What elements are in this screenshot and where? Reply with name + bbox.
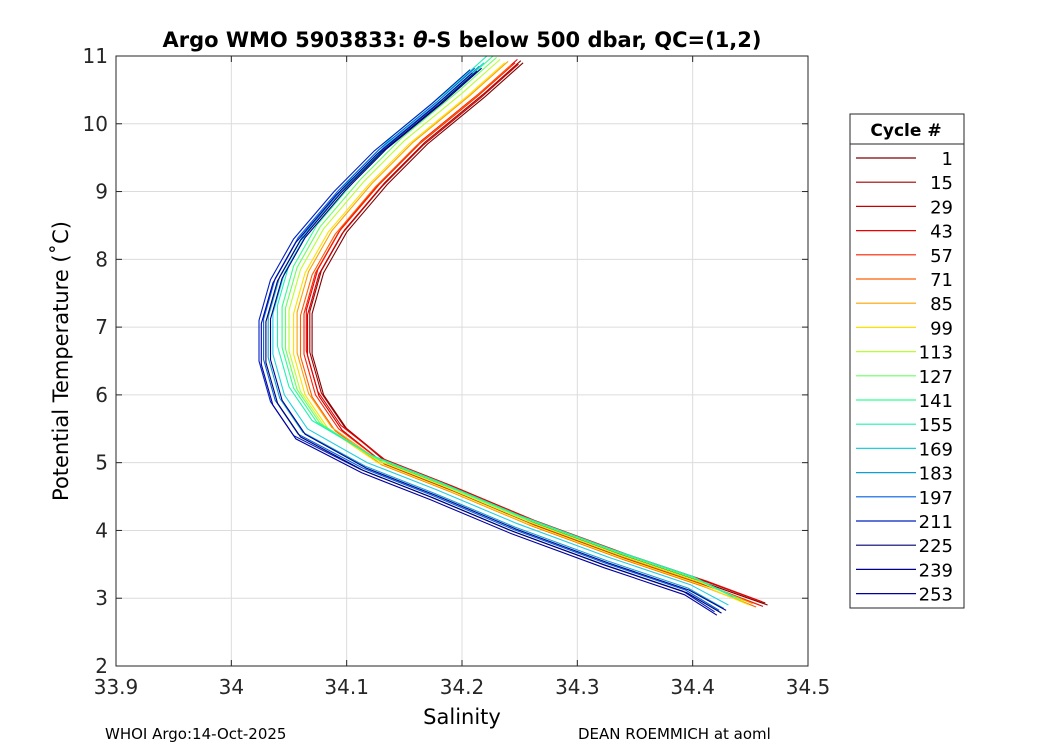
x-tick-label: 34.5: [786, 675, 831, 699]
footer-source: WHOI Argo:14-Oct-2025: [105, 725, 287, 743]
legend-items: 1 15 29 43 57 71 85 99 113 127 141 155 169 183 197 211 2…: [856, 149, 953, 606]
y-tick-label: 2: [95, 654, 108, 678]
y-tick-label: 8: [95, 247, 108, 271]
profile-line-cycle-127: [284, 56, 742, 601]
x-tick-label: 34: [219, 675, 244, 699]
legend-label-99: 99: [930, 318, 953, 339]
legend-label-155: 155: [919, 415, 953, 436]
y-tick-label: 5: [95, 451, 108, 475]
x-tick-label: 33.9: [94, 675, 139, 699]
legend-label-29: 29: [930, 197, 953, 218]
title-theta: θ: [413, 28, 427, 52]
profile-line-cycle-71: [299, 64, 757, 608]
legend-label-43: 43: [930, 222, 953, 243]
profile-lines: [258, 56, 768, 616]
legend-box: [849, 113, 965, 609]
legend-label-71: 71: [930, 270, 953, 291]
legend-label-85: 85: [930, 294, 953, 315]
legend-label-225: 225: [919, 536, 953, 557]
legend-label-211: 211: [919, 512, 953, 533]
legend-label-15: 15: [930, 173, 953, 194]
legend-label-113: 113: [919, 343, 953, 364]
legend-label-239: 239: [919, 560, 953, 581]
legend: Cycle # 1 15 29 43 57 71 85 99 113 127 141 155 169 18…: [849, 113, 965, 609]
legend-label-141: 141: [919, 391, 953, 412]
legend-label-57: 57: [930, 246, 953, 267]
legend-label-253: 253: [919, 585, 953, 606]
legend-label-1: 1: [942, 149, 953, 170]
grid: [115, 55, 809, 667]
y-tick-label: 6: [95, 383, 108, 407]
profile-line-cycle-197: [263, 67, 720, 611]
legend-label-127: 127: [919, 367, 953, 388]
x-tick-label: 34.3: [555, 675, 600, 699]
profile-line-cycle-99: [293, 62, 750, 606]
footer-pi: DEAN ROEMMICH at aoml: [578, 725, 771, 743]
x-axis-label: Salinity: [423, 705, 501, 729]
profile-line-cycle-253: [260, 72, 718, 616]
legend-label-183: 183: [919, 464, 953, 485]
legend-label-169: 169: [919, 439, 953, 460]
legend-label-197: 197: [919, 488, 953, 509]
profile-line-cycle-169: [272, 62, 729, 606]
title-suffix: -S below 500 dbar, QC=(1,2): [428, 28, 762, 52]
profile-line-cycle-239: [269, 67, 727, 611]
profile-line-cycle-155: [276, 56, 734, 598]
y-tick-label: 11: [83, 44, 108, 68]
y-tick-label: 7: [95, 315, 108, 339]
x-tick-label: 34.4: [670, 675, 715, 699]
legend-title: Cycle #: [870, 121, 941, 141]
y-axis-label: Potential Temperature (˚C): [49, 221, 73, 501]
profile-line-cycle-225: [265, 70, 722, 614]
chart-title: Argo WMO 5903833: θ-S below 500 dbar, QC…: [162, 28, 761, 52]
y-tick-label: 9: [95, 180, 108, 204]
title-prefix: Argo WMO 5903833:: [162, 28, 413, 52]
y-tick-label: 4: [95, 518, 108, 542]
profile-line-cycle-113: [288, 58, 745, 603]
profile-line-cycle-1: [311, 62, 768, 606]
x-tick-label: 34.1: [324, 675, 369, 699]
x-tick-label: 34.2: [440, 675, 485, 699]
y-tick-label: 3: [95, 586, 108, 610]
y-tick-label: 10: [83, 112, 108, 136]
